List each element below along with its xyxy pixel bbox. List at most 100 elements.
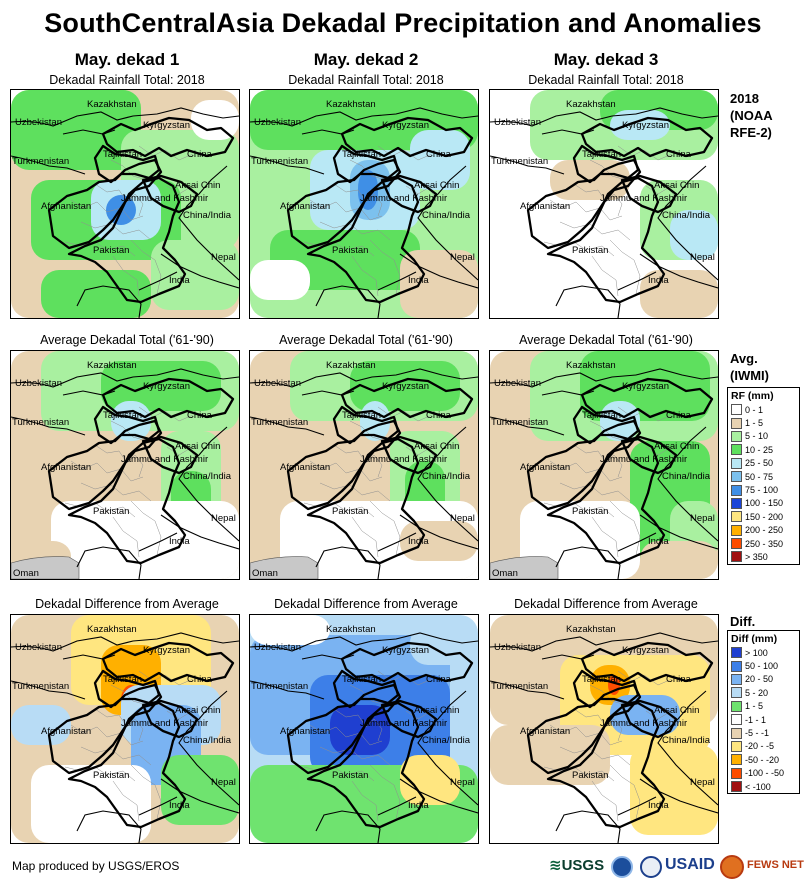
place-label: Jammu and Kashmir: [360, 193, 447, 204]
legend-swatch: [731, 700, 742, 712]
legend-item: 200 - 250: [728, 524, 799, 537]
map-subtitle: Average Dekadal Total ('61-'90): [40, 333, 214, 347]
map-difference-dekad-1: Kazakhstan Uzbekistan Kyrgyzstan Turkmen…: [10, 614, 240, 844]
place-label: Kyrgyzstan: [622, 645, 669, 656]
precip-field-patch: [330, 705, 390, 755]
legend-item: 150 - 200: [728, 510, 799, 523]
place-label: China: [666, 674, 692, 685]
place-label: Uzbekistan: [494, 117, 541, 128]
map-average-dekad-3: Kazakhstan Uzbekistan Kyrgyzstan Turkmen…: [489, 350, 719, 580]
legend-swatch: [731, 647, 742, 659]
legend-item: -1 - 1: [728, 713, 799, 726]
legend-swatch: [731, 673, 742, 685]
precip-field-patch: [51, 501, 239, 579]
map-graphic: Kazakhstan Uzbekistan Kyrgyzstan Turkmen…: [490, 351, 718, 579]
map-graphic: Kazakhstan Uzbekistan Kyrgyzstan Turkmen…: [250, 90, 478, 318]
legend-swatch: [731, 714, 742, 726]
place-label: China: [666, 410, 692, 421]
place-label: Kyrgyzstan: [143, 645, 190, 656]
place-label: China/India: [422, 471, 471, 482]
place-label: Oman: [13, 568, 39, 579]
map-graphic: Kazakhstan Uzbekistan Kyrgyzstan Turkmen…: [11, 90, 239, 318]
place-label: Aksai Chin: [414, 705, 459, 716]
precip-field-patch: [490, 725, 610, 785]
legend-item: 50 - 75: [728, 470, 799, 483]
map-graphic: Kazakhstan Uzbekistan Kyrgyzstan Turkmen…: [490, 90, 718, 318]
place-label: Pakistan: [572, 245, 608, 256]
place-label: Tajikistan: [582, 674, 621, 685]
precip-field-patch: [630, 745, 718, 835]
place-label: Jammu and Kashmir: [360, 718, 447, 729]
legend-label: 100 - 150: [745, 498, 784, 509]
place-label: Nepal: [450, 777, 475, 788]
place-label: India: [169, 536, 190, 547]
precip-field-patch: [610, 110, 670, 140]
legend-label: 1 - 5: [745, 701, 764, 712]
legend-item: 250 - 350: [728, 537, 799, 550]
row-label-average: Avg. (IWMI): [730, 351, 769, 383]
place-label: Oman: [252, 568, 278, 579]
place-label: Tajikistan: [342, 149, 381, 160]
place-label: Afghanistan: [280, 201, 330, 212]
place-label: Turkmenistan: [491, 156, 548, 167]
place-label: Jammu and Kashmir: [121, 193, 208, 204]
place-label: Uzbekistan: [254, 642, 301, 653]
place-label: Tajikistan: [103, 149, 142, 160]
place-label: Jammu and Kashmir: [600, 718, 687, 729]
place-label: Pakistan: [332, 506, 368, 517]
place-label: India: [408, 536, 429, 547]
legend-swatch: [731, 767, 742, 779]
place-label: Tajikistan: [342, 410, 381, 421]
legend-swatch: [731, 781, 742, 793]
place-label: Afghanistan: [41, 201, 91, 212]
legend-swatch: [731, 754, 742, 766]
legend-swatch: [731, 551, 742, 563]
place-label: Pakistan: [93, 245, 129, 256]
place-label: Kazakhstan: [87, 624, 137, 635]
place-label: Uzbekistan: [15, 117, 62, 128]
legend-swatch: [731, 444, 742, 456]
place-label: Kyrgyzstan: [622, 381, 669, 392]
precip-field-patch: [510, 785, 620, 843]
map-subtitle: Dekadal Difference from Average: [35, 597, 219, 611]
place-label: Kyrgyzstan: [382, 120, 429, 131]
place-label: Uzbekistan: [15, 378, 62, 389]
usaid-seal-icon: [640, 856, 662, 878]
place-label: Jammu and Kashmir: [360, 454, 447, 465]
place-label: China/India: [662, 471, 711, 482]
legend-swatch: [731, 484, 742, 496]
map-subtitle: Dekadal Difference from Average: [274, 597, 458, 611]
map-graphic: Kazakhstan Uzbekistan Kyrgyzstan Turkmen…: [250, 351, 478, 579]
legend-swatch: [731, 417, 742, 429]
precip-field-patch: [358, 170, 378, 210]
legend-item: 5 - 20: [728, 686, 799, 699]
legend-label: 150 - 200: [745, 511, 784, 522]
legend-item: < -100: [728, 780, 799, 793]
place-label: Aksai Chin: [654, 441, 699, 452]
map-graphic: Kazakhstan Uzbekistan Kyrgyzstan Turkmen…: [11, 615, 239, 843]
legend-label: 10 - 25: [745, 444, 774, 455]
place-label: Pakistan: [572, 770, 608, 781]
place-label: China/India: [422, 735, 471, 746]
place-label: Afghanistan: [280, 726, 330, 737]
place-label: Uzbekistan: [254, 117, 301, 128]
map-subtitle: Dekadal Rainfall Total: 2018: [288, 73, 444, 87]
place-label: China/India: [662, 210, 711, 221]
legend-header: RF (mm): [731, 390, 774, 402]
column-header-2: May. dekad 2: [313, 50, 419, 69]
precip-field-patch: [670, 210, 718, 260]
place-label: Nepal: [690, 252, 715, 263]
place-label: India: [408, 800, 429, 811]
place-label: China: [187, 674, 213, 685]
place-label: Kyrgyzstan: [143, 120, 190, 131]
place-label: Pakistan: [332, 770, 368, 781]
place-label: Aksai Chin: [654, 180, 699, 191]
legend-item: 10 - 25: [728, 443, 799, 456]
place-label: Turkmenistan: [12, 417, 69, 428]
place-label: Uzbekistan: [494, 378, 541, 389]
map-difference-dekad-3: Kazakhstan Uzbekistan Kyrgyzstan Turkmen…: [489, 614, 719, 844]
map-rainfall-dekad-3: Kazakhstan Uzbekistan Kyrgyzstan Turkmen…: [489, 89, 719, 319]
legend-swatch: [731, 727, 742, 739]
place-label: Tajikistan: [582, 410, 621, 421]
precip-field-patch: [41, 270, 151, 318]
